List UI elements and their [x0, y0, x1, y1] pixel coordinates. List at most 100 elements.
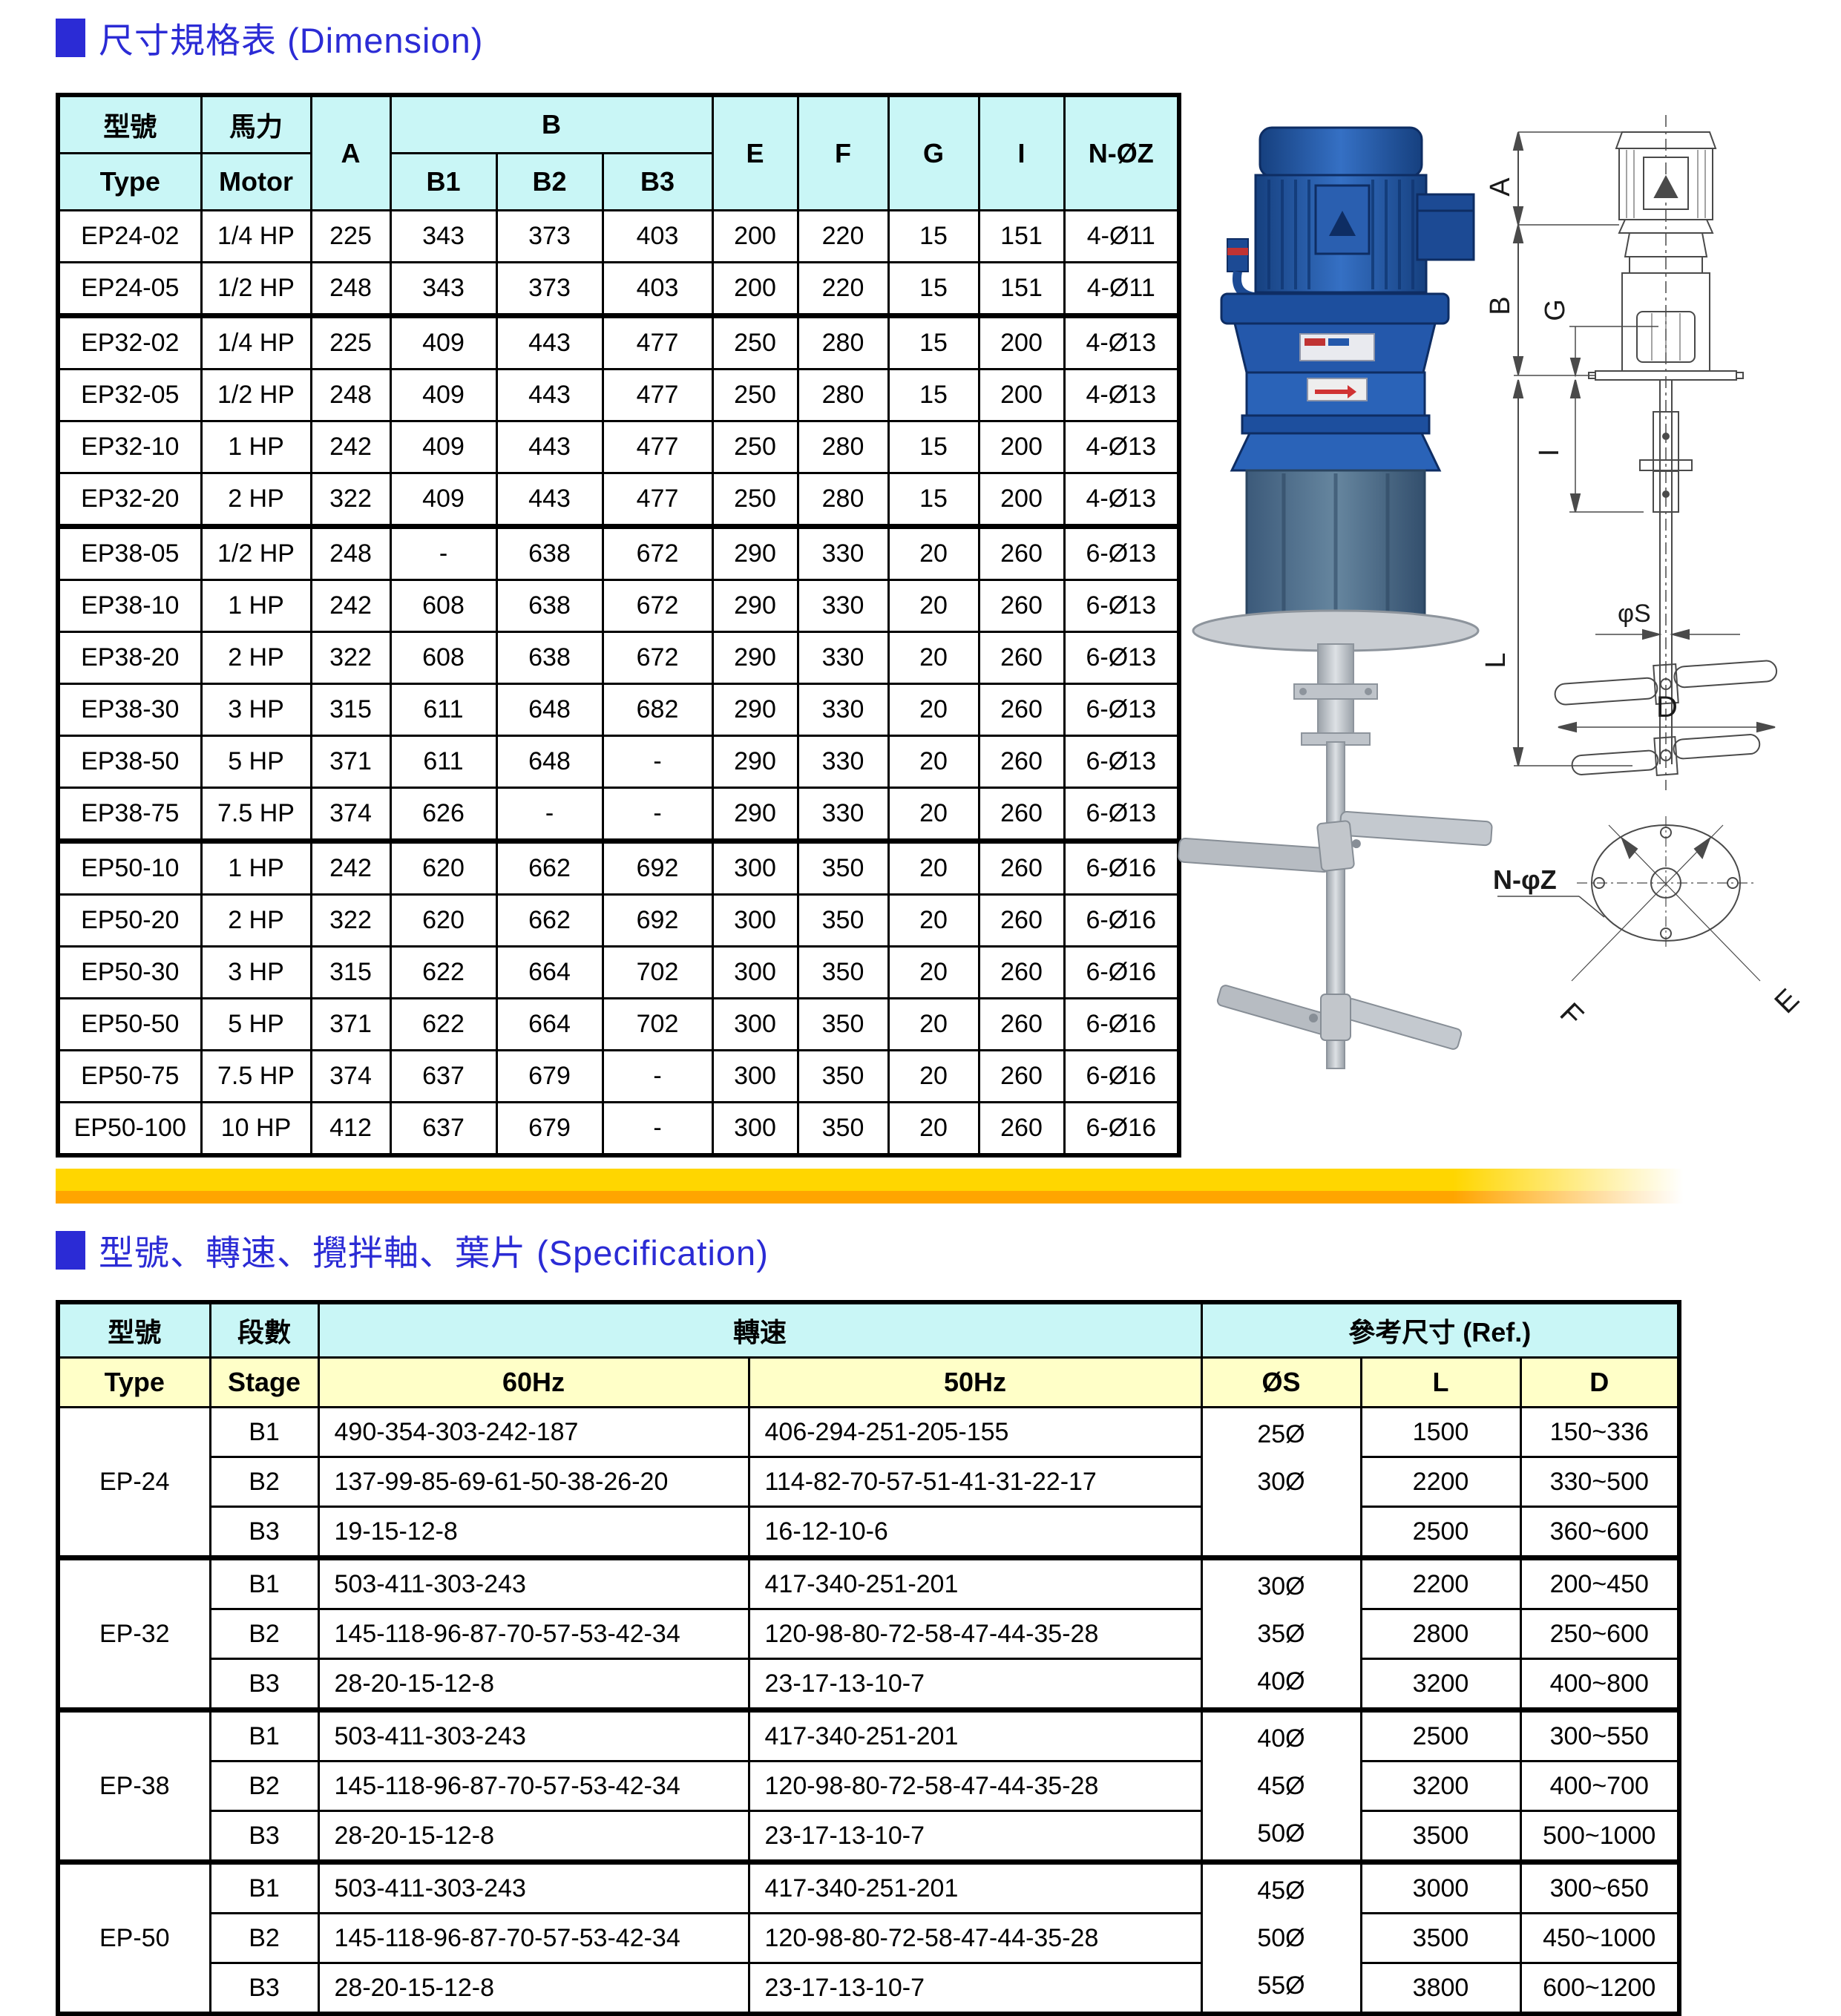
g-cell: 20 — [887, 893, 980, 948]
dimension-table-row: EP32-20 2 HP 322 409 443 477 250 280 15 200 4-Ø13 — [56, 472, 1181, 528]
b2-cell: 443 — [495, 315, 604, 370]
shaft-diameter-cell: 40Ø 45Ø 50Ø — [1200, 1709, 1362, 1863]
b1-cell: 611 — [389, 683, 498, 737]
f-cell: 350 — [796, 893, 890, 948]
dim-label-f: F — [1554, 996, 1589, 1032]
divider-yellow-stripe — [56, 1169, 1700, 1191]
b3-cell: 692 — [601, 840, 714, 896]
i-cell: 260 — [977, 840, 1066, 896]
dimension-table-row: EP24-02 1/4 HP 225 343 373 403 200 220 15 151 4-Ø1… — [56, 209, 1181, 263]
rpm-60hz-cell: 137-99-85-69-61-50-38-26-20 — [317, 1456, 750, 1508]
b1-cell: 611 — [389, 735, 498, 789]
col-header-b: B — [389, 93, 714, 154]
nz-cell: 4-Ø13 — [1063, 315, 1181, 370]
rpm-60hz-cell: 145-118-96-87-70-57-53-42-34 — [317, 1760, 750, 1812]
e-cell: 300 — [711, 840, 799, 896]
b2-cell: 638 — [495, 631, 604, 685]
type-cell: EP38-50 — [56, 735, 203, 789]
shaft-diameter-cell: 25Ø 30Ø — [1200, 1406, 1362, 1559]
e-cell: 290 — [711, 787, 799, 842]
dimension-table-row: EP38-50 5 HP 371 611 648-290 330 20 260 6-Ø13 — [56, 735, 1181, 789]
dim-label-a: A — [1485, 177, 1516, 197]
spec-table-row: B2 145-118-96-87-70-57-53-42-34 120-98-80-… — [58, 1912, 1681, 1964]
b2-cell: - — [495, 787, 604, 842]
a-cell: 242 — [309, 420, 392, 474]
b2-cell: 648 — [495, 735, 604, 789]
motor-cell: 1 HP — [200, 579, 312, 633]
dimension-table-row: EP50-30 3 HP 315 622 664 702 300 350 20 260 6-Ø16 — [56, 945, 1181, 999]
g-cell: 20 — [887, 945, 980, 999]
title-bullet-square — [56, 18, 85, 57]
impeller-diameter-cell: 200~450 — [1519, 1557, 1681, 1610]
g-cell: 20 — [887, 683, 980, 737]
motor-cell: 1 HP — [200, 420, 312, 474]
spec-type-cell: EP-50 — [56, 1861, 211, 2015]
type-cell: EP32-05 — [56, 368, 203, 422]
a-cell: 248 — [309, 525, 392, 581]
impeller-diameter-cell: 600~1200 — [1519, 1962, 1681, 2015]
col-header-motor-en: Motor — [200, 152, 312, 211]
i-cell: 260 — [977, 631, 1066, 685]
b3-cell: 672 — [601, 631, 714, 685]
b2-cell: 638 — [495, 525, 604, 581]
type-cell: EP50-20 — [56, 893, 203, 948]
f-cell: 280 — [796, 315, 890, 370]
col-header-type-zh: 型號 — [56, 93, 203, 154]
dimension-table-row: EP32-10 1 HP 242 409 443 477 250 280 15 200 4-Ø13 — [56, 420, 1181, 474]
motor-cell: 7.5 HP — [200, 787, 312, 842]
b1-cell: 626 — [389, 787, 498, 842]
b3-cell: 702 — [601, 997, 714, 1051]
a-cell: 248 — [309, 368, 392, 422]
a-cell: 242 — [309, 840, 392, 896]
dimension-table-row: EP50-50 5 HP 371 622 664 702 300 350 20 260 6-Ø16 — [56, 997, 1181, 1051]
f-cell: 280 — [796, 472, 890, 528]
g-cell: 20 — [887, 787, 980, 842]
col-header-nz: N-ØZ — [1063, 93, 1181, 211]
b3-cell: - — [601, 1049, 714, 1103]
a-cell: 371 — [309, 997, 392, 1051]
spec-title-zh: 型號、轉速、攪拌軸、葉片 — [99, 1233, 526, 1273]
type-cell: EP50-75 — [56, 1049, 203, 1103]
title-bullet-square — [56, 1230, 85, 1270]
motor-cell: 10 HP — [200, 1101, 312, 1157]
impeller-diameter-cell: 360~600 — [1519, 1506, 1681, 1559]
b1-cell: 343 — [389, 209, 498, 263]
b2-cell: 443 — [495, 472, 604, 528]
i-cell: 200 — [977, 315, 1066, 370]
f-cell: 220 — [796, 261, 890, 317]
col-header-e: E — [711, 93, 799, 211]
b3-cell: 672 — [601, 525, 714, 581]
shaft-length-cell: 2200 — [1359, 1557, 1522, 1610]
e-cell: 290 — [711, 683, 799, 737]
rotation-arrow — [1315, 385, 1356, 398]
shaft-length-cell: 3200 — [1359, 1760, 1522, 1812]
rpm-60hz-cell: 28-20-15-12-8 — [317, 1658, 750, 1711]
shaft-diameter-cell: 45Ø 50Ø 55Ø — [1200, 1861, 1362, 2015]
col-header-b1: B1 — [389, 152, 498, 211]
stage-cell: B3 — [209, 1506, 320, 1559]
f-cell: 330 — [796, 735, 890, 789]
b1-cell: 608 — [389, 579, 498, 633]
shaft-diameter-value: 40Ø — [1257, 1667, 1305, 1695]
dim-label-nz: N-φZ — [1493, 864, 1557, 895]
impeller-diameter-cell: 500~1000 — [1519, 1810, 1681, 1863]
nz-cell: 6-Ø16 — [1063, 893, 1181, 948]
g-cell: 20 — [887, 631, 980, 685]
spec-header-l: L — [1359, 1356, 1522, 1408]
e-cell: 250 — [711, 368, 799, 422]
g-cell: 20 — [887, 840, 980, 896]
shaft-length-cell: 3000 — [1359, 1861, 1522, 1914]
rpm-60hz-cell: 145-118-96-87-70-57-53-42-34 — [317, 1912, 750, 1964]
g-cell: 15 — [887, 368, 980, 422]
stage-cell: B2 — [209, 1912, 320, 1964]
type-cell: EP38-05 — [56, 525, 203, 581]
col-header-b2: B2 — [495, 152, 604, 211]
spec-table-row: B3 19-15-12-8 16-12-10-6 2500 360~600 — [58, 1506, 1681, 1559]
i-cell: 200 — [977, 420, 1066, 474]
impeller-diameter-cell: 400~800 — [1519, 1658, 1681, 1711]
shaft-length-cell: 3800 — [1359, 1962, 1522, 2015]
b3-cell: 692 — [601, 893, 714, 948]
divider-orange-stripe — [56, 1191, 1700, 1204]
f-cell: 350 — [796, 840, 890, 896]
b3-cell: 672 — [601, 579, 714, 633]
